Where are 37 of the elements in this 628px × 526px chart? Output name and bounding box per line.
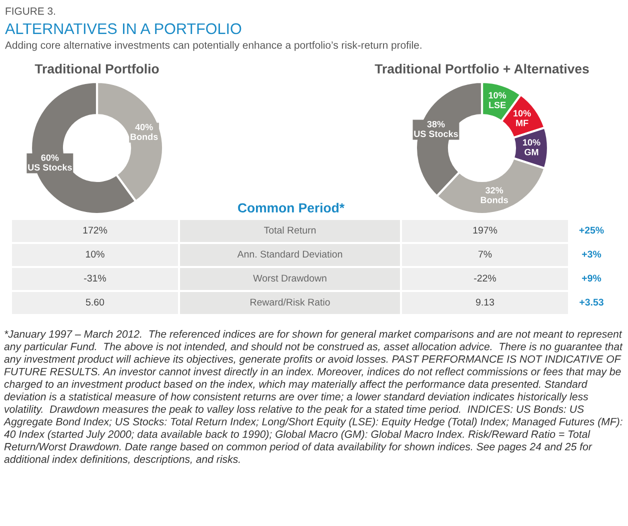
slice-label: MF [516,120,528,126]
text: +3% [582,250,602,258]
slice-label: LSE [489,102,506,108]
chart-title: Traditional Portfolio + Alternatives [374,64,589,74]
text: *January 1997 – March 2012. The referenced indices are for shown for general market comparisons and are not meant to represent any particular Fund. The above is not intended, and should not be construed as, asset allocation advice. There is no guarantee that any investment product will achieve its objectives, generate profits or avoid losses. PAST PERFORMANCE IS NOT INDICATIVE OF FUTURE RESULTS. An investor cannot invest directly in an index. Moreover, indices do not reflect commissions or fees that may be charged to an investment product based on the index, which may materially affect the performance data presented. Standard deviation is a statistical measure of how consistent returns are over time; a lower standard deviation indicates historically less volatility. Drawdown measures the peak to valley loss relative to the peak for a stated time period. INDICES: US Bonds: US Aggregate Bond Index; US Stocks: Total Return Index; Long/Short Equity (LSE): Equity Hedge (Total) Index; Managed Futures (MF): 40 Index (started July 2000; data available back to 1990); Global Macro (GM): Global Macro Index. Risk/Reward Ratio = Total Return/Worst Drawdown. Date range based on common period of data availability for shown indices. See pages 24 and 25 for additional index definitions, descriptions, and risks. [3,330,623,466]
text: 9.13 [476,298,494,306]
data-label: 32% [485,187,504,194]
text: 10% [86,250,104,258]
chart-title: Traditional Portfolio [34,64,159,74]
text: -22% [474,274,496,282]
text: +3.53 [580,298,604,306]
text: Ann. Standard Deviation [237,250,342,258]
data-label: 10% [523,139,540,146]
text: +9% [582,274,602,282]
slice-label: Bonds [480,196,508,204]
data-label: 60% [41,154,59,161]
caption: FIGURE 3. [6,7,55,15]
text: +25% [579,226,604,234]
text: 197% [473,226,498,234]
slice-label: US Stocks [414,130,458,138]
slice-label: Bonds [130,133,158,140]
data-label: 38% [427,120,445,128]
data-label: 40% [135,124,153,130]
text: Adding core alternative investments can potentially enhance a portfolio’s risk-return profile. [5,41,422,51]
text: 172% [83,226,108,234]
data-label: 10% [514,110,531,116]
text: -31% [84,274,106,282]
text: Total Return [264,226,316,234]
text: Common Period* [238,202,344,213]
data-label: 10% [488,92,506,98]
slice-label: US Stocks [28,164,72,171]
text: Worst Drawdown [253,274,326,282]
text: 5.60 [86,298,104,306]
slice-label: GM [524,148,538,156]
text: 7% [478,250,492,258]
text: ALTERNATIVES IN A PORTFOLIO [5,23,242,34]
text: Reward/Risk Ratio [250,298,330,306]
